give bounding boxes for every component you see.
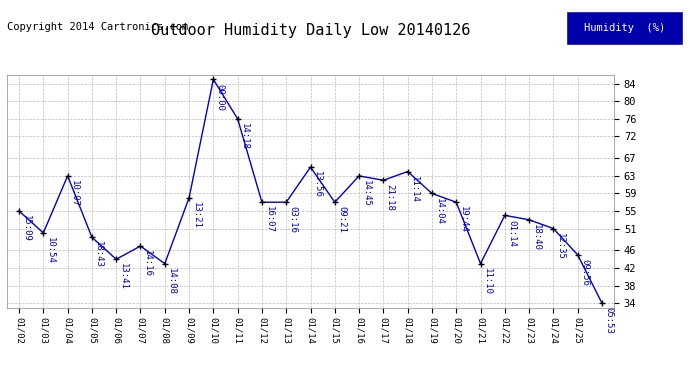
Text: 10:54: 10:54	[46, 237, 55, 264]
Text: 14:04: 14:04	[435, 198, 444, 225]
Text: 13:56: 13:56	[313, 171, 322, 198]
Text: 09:21: 09:21	[337, 206, 346, 233]
Text: 11:14: 11:14	[410, 176, 419, 202]
Text: 14:18: 14:18	[240, 123, 249, 150]
Text: 16:07: 16:07	[264, 206, 273, 233]
Text: 10:07: 10:07	[70, 180, 79, 207]
Text: 05:53: 05:53	[604, 307, 613, 334]
Text: 01:14: 01:14	[507, 219, 516, 246]
Text: 15:09: 15:09	[21, 215, 30, 242]
Text: Outdoor Humidity Daily Low 20140126: Outdoor Humidity Daily Low 20140126	[151, 22, 470, 38]
Text: 19:44: 19:44	[459, 206, 468, 233]
Text: 18:43: 18:43	[95, 242, 103, 268]
Text: 13:41: 13:41	[119, 263, 128, 290]
Text: 13:21: 13:21	[192, 202, 201, 229]
Text: 14:45: 14:45	[362, 180, 371, 207]
Text: Humidity  (%): Humidity (%)	[584, 23, 665, 33]
Text: 00:00: 00:00	[216, 84, 225, 110]
Text: Copyright 2014 Cartronics.com: Copyright 2014 Cartronics.com	[7, 22, 188, 33]
Text: 21:18: 21:18	[386, 184, 395, 211]
Text: 18:40: 18:40	[531, 224, 540, 251]
Text: 14:08: 14:08	[167, 268, 176, 295]
Text: 14:16: 14:16	[143, 250, 152, 277]
Text: 11:10: 11:10	[483, 268, 492, 295]
Text: 12:35: 12:35	[556, 233, 565, 260]
Text: 03:16: 03:16	[288, 206, 297, 233]
Text: 09:56: 09:56	[580, 259, 589, 286]
